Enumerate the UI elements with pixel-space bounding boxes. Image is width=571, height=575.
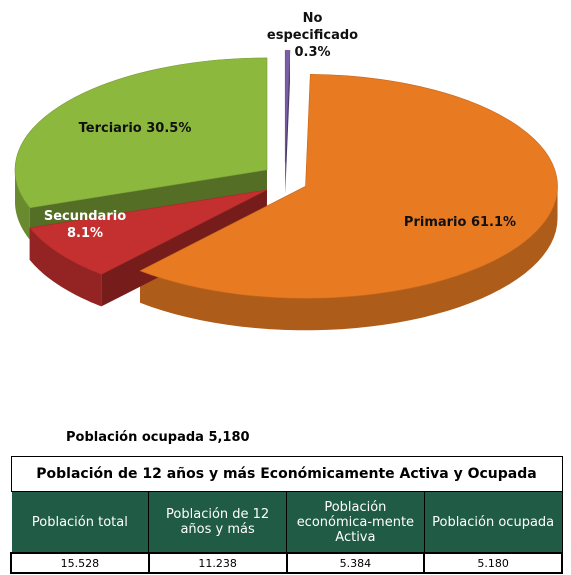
column-header: Población económica-mente Activa bbox=[286, 491, 425, 554]
slice-value: 30.5% bbox=[146, 121, 192, 136]
slice-side bbox=[15, 169, 30, 240]
pie-slice bbox=[139, 74, 558, 299]
table-cell: 15.528 bbox=[10, 552, 150, 574]
slice-name: Terciario bbox=[78, 121, 142, 136]
slice-value: 8.1% bbox=[66, 226, 104, 241]
slice-side bbox=[140, 186, 558, 331]
slice-side bbox=[29, 227, 102, 307]
column-header: Población de 12 años y más bbox=[148, 491, 287, 554]
table-title: Población de 12 años y más Económicament… bbox=[10, 456, 563, 492]
slice-label: No especificado 0.3% bbox=[255, 10, 370, 61]
slice-label: Terciario 30.5% bbox=[60, 120, 210, 137]
pie-chart bbox=[14, 50, 558, 331]
table-cell: 11.238 bbox=[147, 552, 288, 574]
slice-name: No especificado bbox=[266, 11, 359, 43]
slice-side bbox=[285, 50, 290, 195]
table-cell: 5.180 bbox=[423, 552, 563, 574]
slice-name: Secundario bbox=[43, 209, 127, 224]
slice-label: Secundario 8.1% bbox=[30, 208, 140, 242]
column-header: Población total bbox=[10, 491, 150, 554]
column-header: Población ocupada bbox=[423, 491, 563, 554]
slice-value: 0.3% bbox=[294, 45, 331, 60]
slice-value: 61.1% bbox=[470, 215, 517, 230]
caption: Población ocupada 5,180 bbox=[66, 430, 250, 445]
pie-slice bbox=[29, 189, 267, 275]
table-cell: 5.384 bbox=[285, 552, 426, 574]
slice-name: Primario bbox=[403, 215, 467, 230]
slice-label: Primario 61.1% bbox=[380, 214, 540, 231]
pie-slice bbox=[14, 57, 268, 209]
table: Población de 12 años y más Económicament… bbox=[10, 456, 563, 574]
pie-slice bbox=[284, 50, 291, 163]
